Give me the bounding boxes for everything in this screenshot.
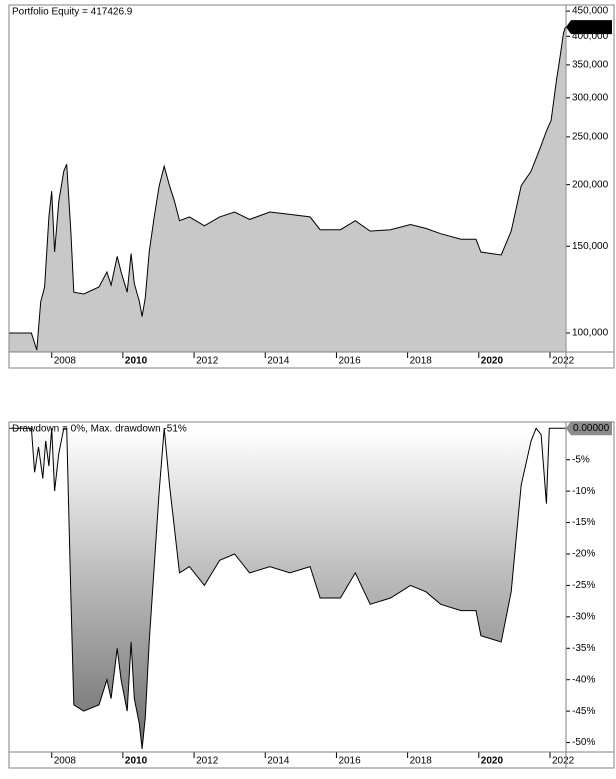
chart-title: Portfolio Equity = 417426.9: [12, 7, 133, 18]
y-tick-label: -25%: [572, 580, 595, 591]
chart-title: Drawdown = 0%, Max. drawdown -51%: [12, 424, 187, 435]
y-tick-label: 300,000: [572, 93, 609, 104]
x-tick-label: 2016: [338, 356, 361, 367]
value-badge: [566, 20, 612, 35]
y-tick-label: -10%: [572, 486, 595, 497]
y-tick-label: 450,000: [572, 6, 609, 17]
x-tick-label: 2008: [54, 756, 77, 767]
y-tick-label: -5%: [572, 454, 590, 465]
x-tick-label: 2022: [552, 756, 575, 767]
panel-frame: [8, 4, 615, 369]
x-tick-label: 2012: [196, 356, 219, 367]
y-tick-label: -30%: [572, 611, 595, 622]
y-tick-label: 200,000: [572, 179, 609, 190]
x-tick-label: 2008: [54, 356, 77, 367]
x-tick-label: 2010: [125, 756, 148, 767]
y-tick-label: -35%: [572, 643, 595, 654]
area-line: [8, 27, 566, 351]
value-label: 417,427: [573, 22, 610, 33]
x-tick-label: 2022: [552, 356, 575, 367]
area-line: [8, 427, 566, 749]
panel-frame: [8, 421, 615, 769]
y-tick-label: 350,000: [572, 60, 609, 71]
x-tick-label: 2018: [410, 756, 433, 767]
y-tick-label: 100,000: [572, 328, 609, 339]
y-tick-label: -20%: [572, 549, 595, 560]
x-tick-label: 2012: [196, 756, 219, 767]
x-tick-label: 2014: [267, 356, 290, 367]
y-tick-label: -15%: [572, 517, 595, 528]
y-tick-label: 150,000: [572, 241, 609, 252]
x-tick-label: 2016: [338, 756, 361, 767]
y-tick-label: -50%: [572, 737, 595, 748]
x-tick-label: 2020: [481, 756, 504, 767]
value-badge: [566, 421, 612, 436]
y-tick-label: -40%: [572, 674, 595, 685]
y-tick-label: -45%: [572, 706, 595, 717]
x-tick-label: 2010: [125, 356, 148, 367]
y-tick-label: 250,000: [572, 132, 609, 143]
value-label: 0.00000: [573, 423, 610, 434]
y-tick-label: 400,000: [572, 31, 609, 42]
x-tick-label: 2018: [410, 356, 433, 367]
x-tick-label: 2014: [267, 756, 290, 767]
x-tick-label: 2020: [481, 356, 504, 367]
